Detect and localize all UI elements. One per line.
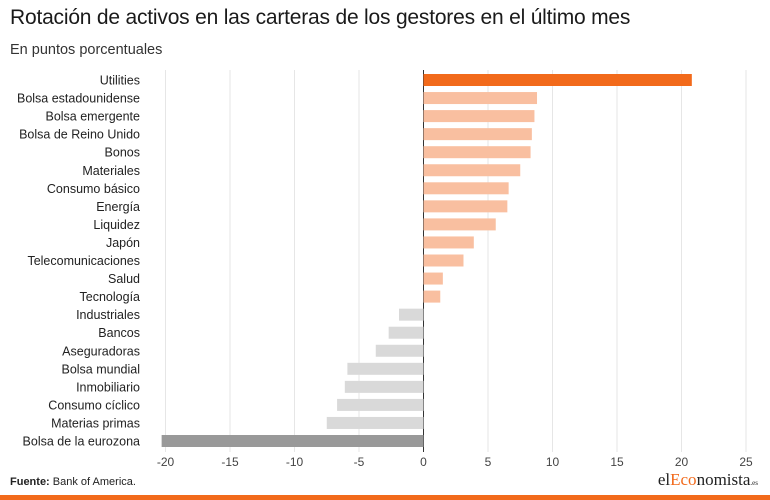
bar xyxy=(161,435,424,447)
bottom-accent-bar xyxy=(0,495,770,500)
x-tick-label: 15 xyxy=(610,455,624,469)
x-axis-ticks: -20 -15 -10 -5 0 5 10 15 20 25 xyxy=(157,455,753,469)
logo-prefix: el xyxy=(657,470,671,489)
x-tick-label: 20 xyxy=(675,455,689,469)
category-label: Bonos xyxy=(105,146,140,160)
x-tick-label: -10 xyxy=(286,455,304,469)
category-label: Bolsa emergente xyxy=(45,110,140,124)
category-label: Utilities xyxy=(100,74,140,88)
category-label: Bancos xyxy=(98,326,140,340)
category-label: Materias primas xyxy=(51,416,140,430)
source-text: Bank of America. xyxy=(52,476,136,488)
bar xyxy=(423,182,509,195)
source-note: Fuente: Bank of America. xyxy=(10,476,136,488)
category-label: Telecomunicaciones xyxy=(27,254,140,268)
bar xyxy=(423,128,532,141)
x-tick-label: -5 xyxy=(354,455,365,469)
bar xyxy=(423,290,441,303)
chart-subtitle: En puntos porcentuales xyxy=(10,42,163,58)
bar xyxy=(423,92,538,105)
bars xyxy=(161,74,692,447)
bar xyxy=(344,380,424,393)
logo-suffix: nomista xyxy=(696,470,751,489)
bar xyxy=(423,164,521,177)
bar xyxy=(398,308,424,321)
bar xyxy=(423,272,443,285)
category-label: Liquidez xyxy=(93,218,140,232)
x-tick-label: 5 xyxy=(485,455,492,469)
category-label: Bolsa de la eurozona xyxy=(23,435,140,449)
category-label: Tecnología xyxy=(80,290,141,304)
x-tick-label: -15 xyxy=(221,455,239,469)
bar xyxy=(347,362,424,375)
category-label: Aseguradoras xyxy=(62,344,140,358)
x-tick-label: -20 xyxy=(157,455,175,469)
category-label: Consumo cíclico xyxy=(48,398,140,412)
eleconomista-logo[interactable]: elEconomista.es xyxy=(658,470,758,490)
bar xyxy=(388,326,424,339)
category-label: Industriales xyxy=(76,308,140,322)
category-labels: Utilities Bolsa estadounidense Bolsa emerg… xyxy=(17,74,140,449)
bar xyxy=(423,200,508,213)
bar xyxy=(423,218,496,231)
bar xyxy=(337,398,424,411)
bar xyxy=(423,236,474,249)
bar xyxy=(375,344,424,357)
x-tick-label: 0 xyxy=(420,455,427,469)
x-tick-label: 10 xyxy=(546,455,560,469)
bar xyxy=(423,254,464,267)
x-tick-label: 25 xyxy=(739,455,753,469)
category-label: Bolsa mundial xyxy=(61,362,140,376)
category-label: Energía xyxy=(96,200,140,214)
source-label: Fuente: xyxy=(10,476,50,488)
logo-accent: Eco xyxy=(670,470,697,489)
bar xyxy=(423,110,535,123)
category-label: Salud xyxy=(108,272,140,286)
bar xyxy=(423,146,531,159)
category-label: Bolsa estadounidense xyxy=(17,92,140,106)
logo-tld: .es xyxy=(750,479,758,487)
bar xyxy=(423,74,692,86)
category-label: Consumo básico xyxy=(47,182,140,196)
category-label: Inmobiliario xyxy=(76,380,140,394)
category-label: Japón xyxy=(106,236,140,250)
category-label: Bolsa de Reino Unido xyxy=(19,128,140,142)
bar xyxy=(326,416,424,429)
category-label: Materiales xyxy=(82,164,140,178)
chart-title: Rotación de activos en las carteras de l… xyxy=(10,6,631,29)
